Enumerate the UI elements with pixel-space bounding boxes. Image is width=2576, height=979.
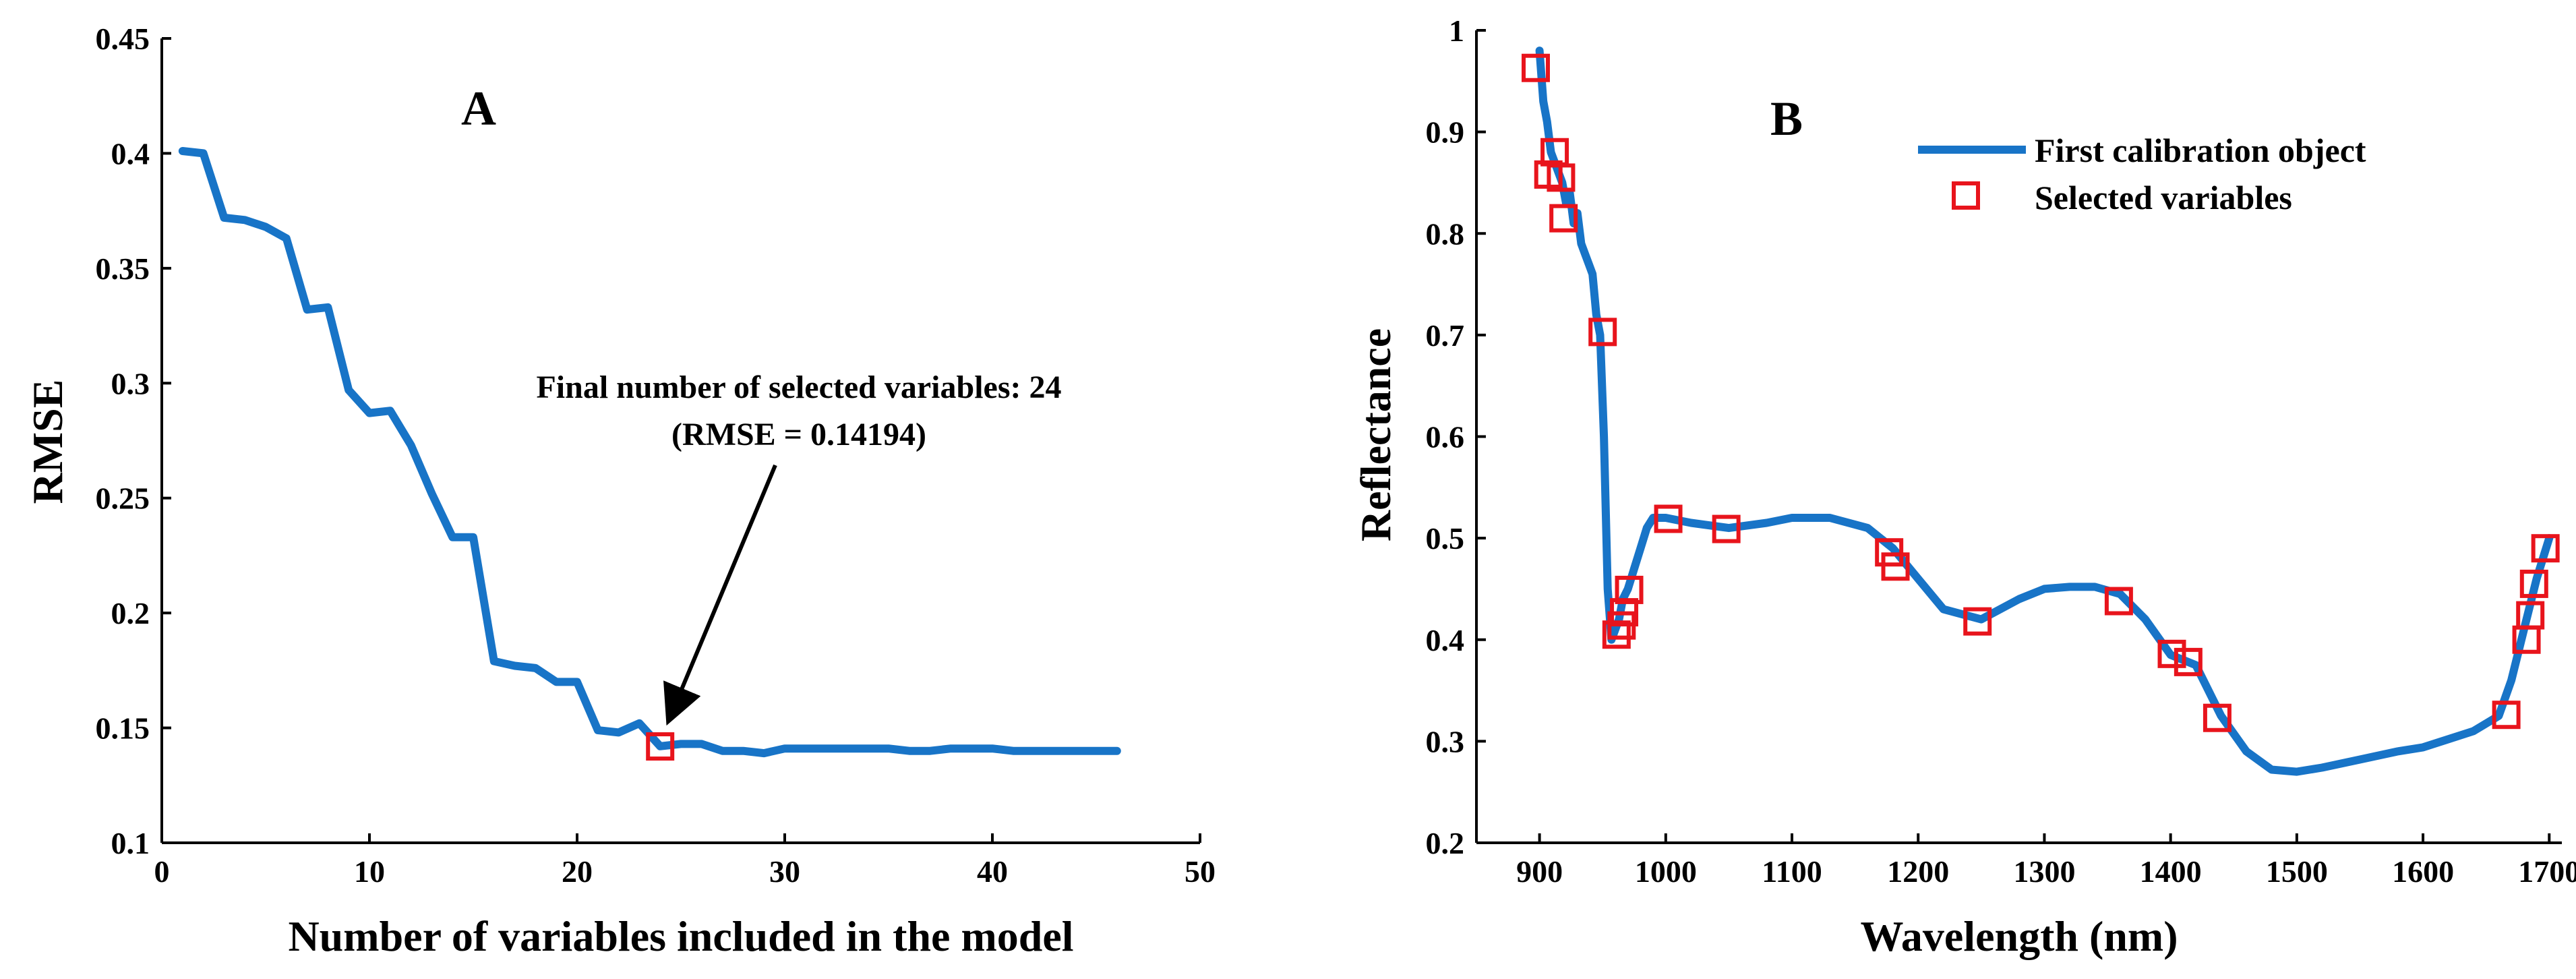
x-tick-label: 20: [562, 854, 593, 889]
panel-b-ticks: 900 1000 1100 1200 1300 1400 1500 1600 1700 0.2 0.…: [1426, 13, 2576, 889]
x-tick-label: 1400: [2140, 854, 2202, 889]
selected-variable-marker: [2519, 569, 2548, 598]
x-tick-label: 1100: [1762, 854, 1822, 889]
panel-b-legend: First calibration object Selected variab…: [1918, 131, 2366, 216]
panel-b-reflectance-chart: 900 1000 1100 1200 1300 1400 1500 1600 1700 0.2 0.…: [1352, 13, 2576, 960]
x-tick-label: 40: [977, 854, 1008, 889]
panel-a-y-axis-title: RMSE: [24, 380, 71, 504]
y-tick-label: 0.5: [1426, 521, 1465, 556]
y-tick-label: 0.6: [1426, 420, 1465, 454]
x-tick-label: 1000: [1635, 854, 1697, 889]
x-tick-label: 1700: [2518, 854, 2576, 889]
selected-variable-marker: [1588, 318, 1617, 347]
y-tick-label: 0.9: [1426, 115, 1465, 150]
panel-b-spectrum-line: [1535, 47, 2554, 776]
legend-label-calibration: First calibration object: [2035, 131, 2366, 169]
panel-a-annotation-line2: (RMSE = 0.14194): [671, 417, 926, 452]
x-tick-label: 50: [1185, 854, 1216, 889]
selected-variable-marker: [1654, 504, 1683, 533]
y-tick-label: 0.25: [96, 481, 150, 516]
x-tick-label: 1600: [2392, 854, 2454, 889]
selected-variable-marker: [2531, 534, 2560, 563]
selected-variable-marker: [1521, 53, 1550, 82]
selected-variable-marker: [2157, 639, 2186, 668]
selected-variable-marker: [1712, 514, 1741, 543]
x-tick-label: 900: [1516, 854, 1563, 889]
panel-b-selected-variable-markers: [1521, 53, 2560, 732]
y-tick-label: 0.35: [96, 251, 150, 286]
panel-b-y-axis-title: Reflectance: [1352, 328, 1400, 541]
panel-a-letter: A: [461, 82, 496, 136]
legend-label-selected: Selected variables: [2035, 179, 2292, 216]
selected-variable-marker: [2104, 587, 2133, 616]
y-tick-label: 0.8: [1426, 216, 1465, 251]
selected-variable-marker: [1615, 575, 1644, 604]
selected-variable-marker: [1875, 538, 1904, 567]
x-tick-label: 1300: [2013, 854, 2075, 889]
x-tick-label: 30: [769, 854, 800, 889]
panel-a-annotation-line1: Final number of selected variables: 24: [536, 369, 1061, 405]
selected-variable-marker: [1963, 607, 1992, 636]
y-tick-label: 0.7: [1426, 318, 1465, 353]
y-tick-label: 0.1: [111, 826, 150, 860]
selected-variable-marker: [1547, 163, 1576, 192]
panel-a-final-selection-marker: [646, 732, 675, 761]
y-tick-label: 0.4: [1426, 623, 1465, 657]
panel-a-x-axis-title: Number of variables included in the mode…: [288, 912, 1073, 960]
panel-a-annotation-arrow: [663, 464, 777, 726]
panel-a-rmse-chart: 0 10 20 30 40 500.10.150.20.250.30.350.40.45 …: [24, 22, 1216, 960]
y-tick-label: 0.4: [111, 136, 150, 171]
panel-b-x-axis-title: Wavelength (nm): [1860, 912, 2178, 960]
x-tick-label: 1200: [1887, 854, 1949, 889]
y-tick-label: 0.2: [1426, 826, 1465, 860]
x-tick-label: 0: [154, 854, 170, 889]
y-tick-label: 0.2: [111, 596, 150, 630]
x-tick-label: 10: [354, 854, 385, 889]
panel-b-letter: B: [1770, 92, 1803, 146]
y-tick-label: 0.3: [111, 366, 150, 400]
selected-variable-marker: [2492, 701, 2521, 730]
y-tick-label: 0.3: [1426, 724, 1465, 759]
selected-variable-marker: [2203, 703, 2231, 732]
y-tick-label: 0.45: [96, 22, 150, 56]
selected-variable-marker: [2174, 647, 2203, 676]
selected-variable-marker: [1881, 552, 1910, 581]
y-tick-label: 1: [1449, 13, 1464, 48]
legend-marker-swatch: [1952, 181, 1980, 210]
panel-a-rmse-line: [178, 147, 1121, 758]
selected-variable-marker: [1549, 204, 1578, 233]
x-tick-label: 1500: [2266, 854, 2328, 889]
selected-variable-marker: [2516, 601, 2545, 630]
y-tick-label: 0.15: [96, 711, 150, 746]
